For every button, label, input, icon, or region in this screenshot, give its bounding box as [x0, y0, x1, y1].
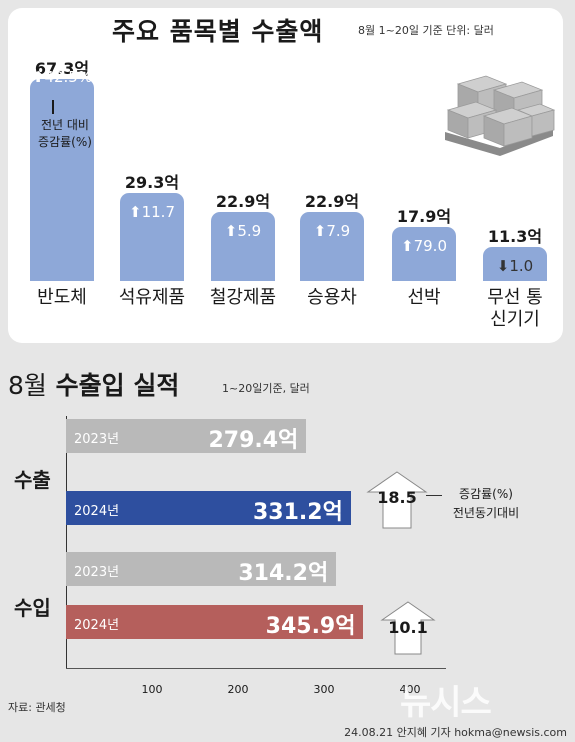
growth-legend-connector	[426, 495, 442, 496]
yoy-legend-line2: 증감률(%)	[38, 135, 92, 149]
category-label: 철강제품	[209, 287, 277, 308]
category-label: 석유제품	[118, 287, 186, 308]
yoy-up-label: ⬆11.7	[129, 203, 175, 222]
up-arrow-icon	[366, 471, 428, 529]
x-tick-label: 200	[227, 683, 249, 696]
bar-value-label: 67.3억	[34, 59, 90, 79]
x-tick-label: 300	[313, 683, 335, 696]
year-label: 2024년	[74, 504, 120, 519]
year-label: 2023년	[74, 432, 120, 447]
year-label: 2023년	[74, 565, 120, 580]
bar-5	[392, 227, 456, 281]
export-bar-2023: 2023년 279.4억	[66, 419, 307, 453]
bar-value-label: 29.3억	[124, 173, 180, 193]
y-axis-line	[66, 416, 67, 668]
bar-1	[30, 79, 94, 281]
yoy-legend-line1: 전년 대비	[41, 118, 89, 132]
top-chart-title: 주요 품목별 수출액	[112, 17, 324, 46]
bar-value-label: 22.9억	[304, 192, 360, 212]
x-tick-label: 100	[141, 683, 163, 696]
bar-value-label: 11.3억	[487, 227, 543, 247]
yoy-legend: 전년 대비 증감률(%)	[30, 117, 100, 151]
group-label-import: 수입	[14, 596, 51, 620]
legend-connector-line	[52, 100, 54, 114]
category-label: 반도체	[37, 287, 87, 308]
bar-value-label: 22.9억	[215, 192, 271, 212]
bottom-chart-unit-note: 1~20일기준, 달러	[222, 382, 310, 395]
export-growth-value: 18.5	[377, 488, 417, 507]
bar-3	[211, 212, 275, 281]
yoy-up-label: ⬆42.5%	[31, 68, 93, 86]
year-label: 2024년	[74, 618, 120, 633]
boxes-pallet-illustration	[445, 75, 556, 156]
group-label-export: 수출	[14, 468, 51, 492]
bar-value-label: 279.4억	[208, 428, 299, 453]
x-tick-label: 400	[399, 683, 421, 696]
bottom-chart-title: 8월 수출입 실적	[8, 366, 179, 402]
top-chart-unit-note: 8월 1~20일 기준 단위: 달러	[358, 24, 494, 37]
source-note: 자료: 관세청	[8, 701, 66, 714]
yoy-up-label: ⬆7.9	[313, 222, 351, 241]
growth-legend-line1: 증감률(%)	[459, 487, 513, 501]
x-axis-line	[66, 668, 446, 669]
bar-value-label: 331.2억	[253, 500, 343, 525]
up-arrow-icon	[380, 601, 436, 655]
bar-2	[120, 193, 184, 281]
yoy-up-label: ⬆79.0	[401, 237, 447, 256]
export-bar-2024: 2024년 331.2억	[66, 491, 351, 525]
title-main: 수출입 실적	[55, 371, 180, 400]
bar-value-label: 17.9억	[396, 207, 452, 227]
category-label: 무선 통신기기	[487, 287, 543, 330]
export-growth-arrow: 18.5	[366, 470, 428, 530]
top-panel	[8, 8, 563, 343]
growth-legend-line2: 전년동기대비	[452, 506, 520, 520]
growth-legend: 증감률(%) 전년동기대비	[446, 485, 526, 523]
category-label: 승용차	[307, 287, 357, 308]
title-month: 8월	[8, 371, 47, 400]
category-label: 선박	[407, 287, 441, 308]
import-bar-2024: 2024년 345.9억	[66, 605, 364, 639]
newsis-watermark-logo: 뉴시스	[400, 683, 492, 723]
bar-value-label: 345.9억	[265, 614, 356, 639]
bar-value-label: 314.2억	[238, 561, 329, 586]
yoy-down-label: ⬇1.0	[496, 257, 534, 276]
credit-note: 24.08.21 안지혜 기자 hokma@newsis.com	[344, 726, 567, 739]
import-bar-2023: 2023년 314.2억	[66, 552, 337, 586]
import-growth-arrow: 10.1	[380, 600, 436, 656]
bar-4	[300, 212, 364, 281]
yoy-up-label: ⬆5.9	[224, 222, 262, 241]
import-growth-value: 10.1	[388, 618, 428, 637]
bar-6	[483, 247, 547, 281]
